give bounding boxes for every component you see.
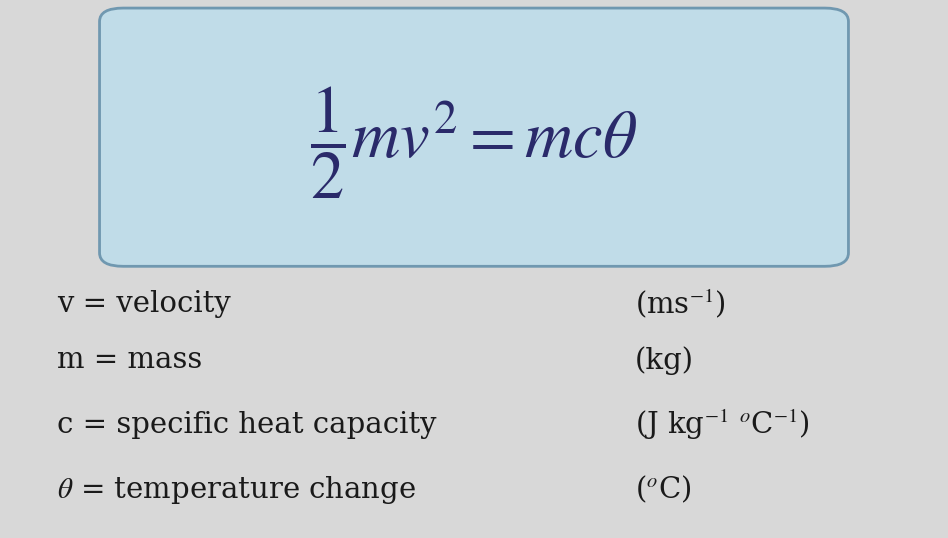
Text: (kg): (kg) <box>635 346 694 375</box>
Text: $\dfrac{1}{2}mv^2 = mc\theta$: $\dfrac{1}{2}mv^2 = mc\theta$ <box>310 84 638 201</box>
Text: v = velocity: v = velocity <box>57 290 230 318</box>
Text: c = specific heat capacity: c = specific heat capacity <box>57 411 436 439</box>
FancyBboxPatch shape <box>100 8 848 266</box>
Text: (J kg$^{-1}$ $^{o}$C$^{-1}$): (J kg$^{-1}$ $^{o}$C$^{-1}$) <box>635 408 811 442</box>
Text: (ms$^{-1}$): (ms$^{-1}$) <box>635 288 726 320</box>
Text: $\theta$ = temperature change: $\theta$ = temperature change <box>57 473 416 506</box>
Text: ($^{o}$C): ($^{o}$C) <box>635 474 692 505</box>
Text: m = mass: m = mass <box>57 346 202 374</box>
